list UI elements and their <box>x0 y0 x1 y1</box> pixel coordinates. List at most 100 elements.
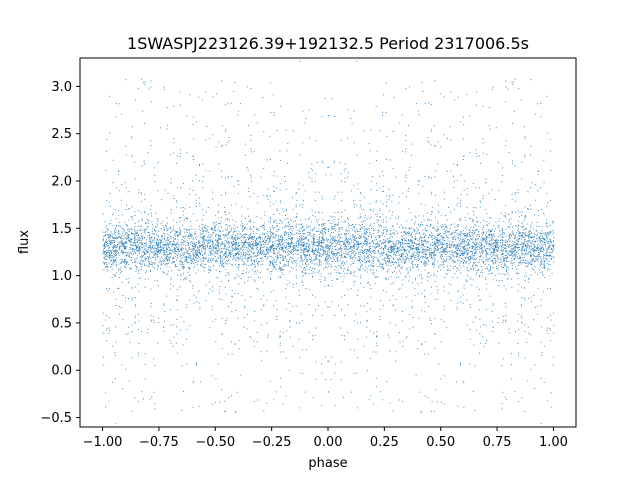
data-point <box>527 253 529 255</box>
data-point <box>260 263 262 265</box>
data-point <box>144 254 146 255</box>
data-point <box>150 264 152 265</box>
data-point <box>493 249 495 250</box>
data-point <box>186 250 188 252</box>
data-point <box>444 248 446 250</box>
data-point <box>456 254 458 256</box>
data-point <box>382 265 384 267</box>
data-point <box>281 244 283 245</box>
data-point <box>418 254 420 256</box>
data-point <box>481 247 483 249</box>
data-point <box>271 244 273 246</box>
data-point <box>318 241 320 243</box>
data-point <box>459 264 461 266</box>
data-point <box>364 240 366 242</box>
data-point <box>344 242 346 244</box>
data-point <box>278 267 280 269</box>
data-point <box>363 235 365 237</box>
data-point <box>175 266 176 267</box>
data-point <box>234 231 235 232</box>
data-point <box>104 241 106 243</box>
data-point <box>302 245 303 247</box>
data-point <box>406 256 408 258</box>
data-point <box>203 245 205 247</box>
data-point <box>524 234 526 236</box>
data-point <box>499 235 501 237</box>
data-point <box>256 229 258 230</box>
data-point <box>224 245 226 247</box>
data-point <box>467 232 469 234</box>
data-point <box>271 245 273 247</box>
data-point <box>407 232 408 234</box>
data-point <box>306 242 308 244</box>
data-point <box>213 222 215 224</box>
data-point <box>444 277 445 278</box>
data-point <box>415 256 417 258</box>
data-point <box>468 241 470 243</box>
data-point <box>386 255 388 257</box>
data-point <box>525 248 527 250</box>
data-point <box>417 257 419 259</box>
data-point <box>255 273 257 275</box>
data-point <box>426 249 428 251</box>
data-point <box>409 212 411 214</box>
data-point <box>235 244 237 246</box>
data-point <box>530 255 532 257</box>
data-point <box>485 234 486 236</box>
data-point <box>534 234 536 235</box>
data-point <box>300 219 301 221</box>
data-point <box>431 255 433 257</box>
data-point <box>112 256 114 257</box>
data-point <box>233 240 235 242</box>
data-point <box>464 251 466 253</box>
data-point <box>419 250 421 252</box>
data-point <box>225 236 227 238</box>
data-point <box>418 233 420 235</box>
data-point <box>318 244 320 246</box>
data-point <box>463 251 465 253</box>
data-point <box>465 219 467 221</box>
data-point <box>399 245 401 247</box>
data-point <box>290 238 292 239</box>
data-point <box>321 243 323 245</box>
data-point <box>239 245 240 247</box>
data-point <box>445 248 447 250</box>
data-point <box>148 220 150 221</box>
data-point <box>522 229 524 231</box>
data-point <box>127 237 129 239</box>
data-point <box>424 236 426 238</box>
data-point <box>489 249 491 251</box>
data-point <box>204 263 206 265</box>
data-point <box>340 240 342 242</box>
data-point <box>359 258 361 260</box>
data-point <box>353 256 355 258</box>
data-point <box>256 246 258 248</box>
data-point <box>235 243 237 245</box>
data-point <box>336 242 338 244</box>
data-point <box>135 261 136 263</box>
data-point <box>269 260 271 262</box>
data-point <box>452 241 453 243</box>
data-point <box>437 228 438 230</box>
data-point <box>287 222 289 224</box>
data-point <box>335 249 337 250</box>
data-point <box>168 242 170 244</box>
data-point <box>321 240 323 242</box>
data-point <box>415 216 417 218</box>
data-point <box>421 243 423 245</box>
data-point <box>325 229 327 231</box>
data-point <box>377 232 379 234</box>
data-point <box>497 241 498 243</box>
data-point <box>342 281 344 283</box>
data-point <box>393 244 395 246</box>
data-point <box>299 265 301 267</box>
data-point <box>457 245 459 247</box>
data-point <box>473 255 475 256</box>
data-point <box>371 261 373 263</box>
data-point <box>215 234 217 236</box>
data-point <box>213 248 215 250</box>
data-point <box>259 237 261 239</box>
data-point <box>442 250 444 252</box>
data-point <box>138 247 140 248</box>
data-point <box>317 230 319 232</box>
